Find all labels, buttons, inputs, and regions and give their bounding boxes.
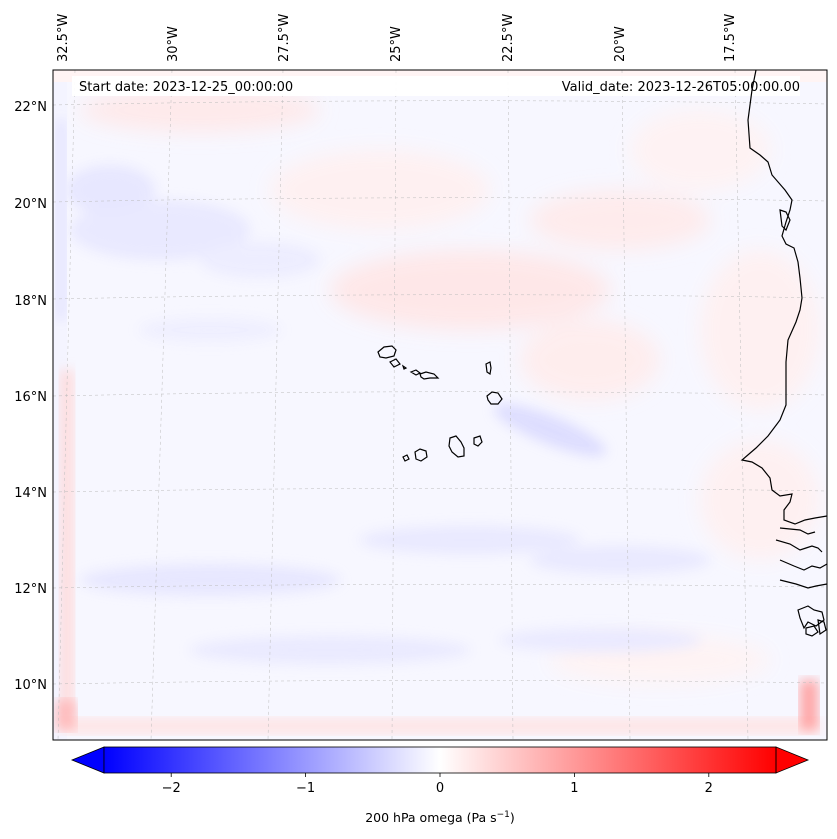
lat-label: 12°N — [14, 582, 47, 597]
island-santo-antao — [377, 345, 397, 359]
lon-label: 22.5°W — [501, 14, 516, 62]
lat-label: 18°N — [14, 294, 47, 309]
island-sal — [485, 361, 492, 376]
colorbar-gradient — [104, 747, 776, 773]
colorbar-tick-label: 0 — [436, 781, 444, 796]
island-fogo — [414, 448, 428, 462]
lon-label: 25°W — [389, 26, 404, 62]
colorbar-tick-label: 1 — [570, 781, 578, 796]
lat-label: 10°N — [14, 678, 47, 693]
island-sao-vicente — [389, 358, 401, 368]
colorbar-tick-label: −2 — [162, 781, 181, 796]
colorbar-max-extend — [775, 746, 810, 774]
colorbar-tick-label: 2 — [705, 781, 713, 796]
lon-label: 30°W — [166, 26, 181, 62]
africa-coastline — [740, 69, 828, 525]
lon-label: 17.5°W — [723, 14, 738, 62]
omega-contours — [53, 70, 827, 740]
colorbar-label: 200 hPa omega (Pa s−1) — [365, 810, 515, 825]
lat-label: 22°N — [14, 100, 47, 115]
island-santiago — [448, 435, 465, 458]
cape-verde-islands — [377, 345, 503, 462]
island-maio — [473, 435, 483, 447]
colorbar-tick-label: −1 — [296, 781, 315, 796]
island-boa-vista — [486, 391, 503, 405]
lon-label: 32.5°W — [56, 14, 71, 62]
valid-date-label: Valid_date: 2023-12-26T05:00:00.00 — [562, 80, 800, 95]
lon-label: 20°W — [613, 26, 628, 62]
island-santa-luzia — [401, 364, 408, 370]
lat-label: 14°N — [14, 486, 47, 501]
coastline — [740, 69, 828, 637]
island-brava — [402, 454, 410, 462]
longitude-labels: 32.5°W 30°W 27.5°W 25°W 22.5°W 20°W 17.5… — [56, 14, 738, 62]
map-frame — [52, 69, 828, 741]
lat-label: 16°N — [14, 390, 47, 405]
island-sao-nicolau — [409, 369, 440, 380]
colorbar-min-extend — [70, 746, 105, 774]
map-panel: Start date: 2023-12-25_00:00:00 Valid_da… — [52, 69, 828, 741]
lat-label: 20°N — [14, 197, 47, 212]
graticule — [53, 70, 827, 740]
start-date-label: Start date: 2023-12-25_00:00:00 — [79, 80, 293, 95]
lon-label: 27.5°W — [277, 14, 292, 62]
date-label-background — [72, 76, 800, 96]
latitude-labels: 22°N 20°N 18°N 16°N 14°N 12°N 10°N — [14, 100, 47, 693]
colorbar: −2 −1 0 1 2 200 hPa omega (Pa s−1) — [70, 746, 810, 825]
